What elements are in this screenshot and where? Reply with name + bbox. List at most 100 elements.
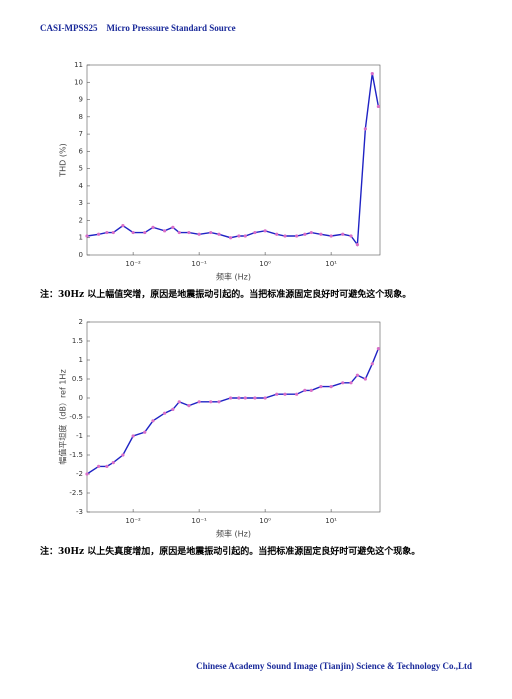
- data-marker: [243, 396, 247, 400]
- y-tick-label: 8: [79, 113, 83, 121]
- y-tick-label: 1: [79, 356, 83, 364]
- note: 注：30Hz 以上幅值突增，原因是地震振动引起的。当把标准源固定良好时可避免这个…: [40, 288, 411, 300]
- plot-area: [86, 64, 381, 256]
- x-axis-label: 频率 (Hz): [216, 529, 251, 539]
- data-marker: [177, 400, 181, 404]
- y-tick-label: 9: [79, 96, 83, 104]
- data-marker: [131, 434, 135, 438]
- data-marker: [105, 464, 109, 468]
- data-marker: [341, 381, 345, 385]
- data-marker: [275, 232, 279, 236]
- footer: Chinese Academy Sound Image (Tianjin) Sc…: [196, 661, 472, 671]
- x-tick-label: 10¹: [325, 517, 337, 525]
- data-marker: [111, 230, 115, 235]
- y-tick-label: -0.5: [69, 413, 83, 421]
- y-tick-label: 0.5: [72, 375, 83, 383]
- y-axis-label: THD (%): [59, 143, 68, 177]
- y-tick-label: 4: [79, 182, 84, 190]
- data-marker: [349, 381, 353, 385]
- x-tick-label: 10⁻¹: [191, 517, 207, 525]
- data-marker: [253, 396, 257, 400]
- data-marker: [111, 461, 115, 465]
- header: CASI-MPSS25 Micro Presssure Standard Sou…: [40, 23, 236, 33]
- y-tick-label: -1: [76, 432, 83, 440]
- data-marker: [355, 373, 359, 377]
- data-marker: [319, 232, 323, 236]
- data-marker: [197, 400, 201, 404]
- data-marker: [329, 234, 333, 238]
- data-marker: [303, 388, 307, 392]
- data-marker: [376, 347, 380, 351]
- data-marker: [217, 400, 221, 404]
- data-marker: [349, 234, 353, 238]
- data-marker: [209, 230, 213, 235]
- y-tick-label: 11: [74, 61, 83, 69]
- data-marker: [171, 225, 175, 229]
- x-tick-label: 10⁻¹: [191, 260, 207, 268]
- data-marker: [163, 411, 167, 415]
- plot-area: [86, 321, 381, 513]
- x-tick-label: 10¹: [325, 260, 337, 268]
- x-tick-label: 10⁻²: [125, 517, 141, 525]
- data-marker: [237, 396, 241, 400]
- y-tick-label: 1: [79, 234, 83, 242]
- data-marker: [163, 229, 167, 233]
- data-marker: [187, 404, 191, 408]
- data-marker: [370, 362, 374, 366]
- x-tick-label: 10⁻²: [125, 260, 141, 268]
- note: 注：30Hz 以上失真度增加，原因是地震振动引起的。当把标准源固定良好时可避免这…: [40, 545, 420, 557]
- data-marker: [295, 392, 299, 396]
- y-tick-label: 1.5: [72, 337, 83, 345]
- data-marker: [303, 232, 307, 236]
- y-tick-label: 0: [79, 251, 83, 259]
- data-marker: [85, 472, 89, 476]
- data-marker: [121, 224, 125, 228]
- y-tick-label: -2: [76, 470, 83, 478]
- data-marker: [237, 234, 241, 238]
- y-tick-label: 7: [79, 130, 83, 138]
- data-marker: [275, 392, 279, 396]
- data-marker: [209, 400, 213, 404]
- y-tick-label: 0: [79, 394, 83, 402]
- data-marker: [243, 234, 247, 238]
- x-tick-label: 10⁰: [259, 517, 271, 525]
- data-marker: [229, 236, 233, 240]
- data-marker: [253, 230, 257, 235]
- data-marker: [363, 127, 367, 131]
- data-marker: [263, 396, 267, 400]
- data-marker: [187, 230, 191, 235]
- data-marker: [151, 225, 155, 229]
- data-marker: [295, 234, 299, 238]
- data-marker: [229, 396, 233, 400]
- data-marker: [197, 232, 201, 236]
- data-marker: [97, 464, 101, 468]
- data-marker: [143, 430, 147, 434]
- data-marker: [85, 234, 89, 238]
- data-marker: [376, 104, 380, 109]
- data-marker: [319, 385, 323, 389]
- y-tick-label: 10: [74, 78, 83, 86]
- data-marker: [355, 243, 359, 247]
- data-marker: [105, 230, 109, 235]
- data-marker: [283, 234, 287, 238]
- data-marker: [177, 230, 181, 235]
- data-marker: [370, 72, 374, 76]
- data-marker: [263, 229, 267, 233]
- y-tick-label: 5: [79, 165, 83, 173]
- y-tick-label: -2.5: [69, 489, 83, 497]
- y-axis-label: 幅值平坦度（dB）ref 1Hz: [58, 369, 68, 464]
- data-marker: [329, 385, 333, 389]
- data-marker: [171, 407, 175, 411]
- y-tick-label: 3: [79, 199, 83, 207]
- data-marker: [309, 388, 313, 392]
- x-axis-label: 频率 (Hz): [216, 272, 251, 282]
- y-tick-label: 2: [79, 318, 83, 326]
- y-tick-label: -3: [76, 508, 83, 516]
- data-marker: [151, 419, 155, 423]
- x-tick-label: 10⁰: [259, 260, 271, 268]
- data-marker: [363, 377, 367, 381]
- data-marker: [309, 230, 313, 235]
- y-tick-label: 6: [79, 147, 84, 155]
- data-marker: [283, 392, 287, 396]
